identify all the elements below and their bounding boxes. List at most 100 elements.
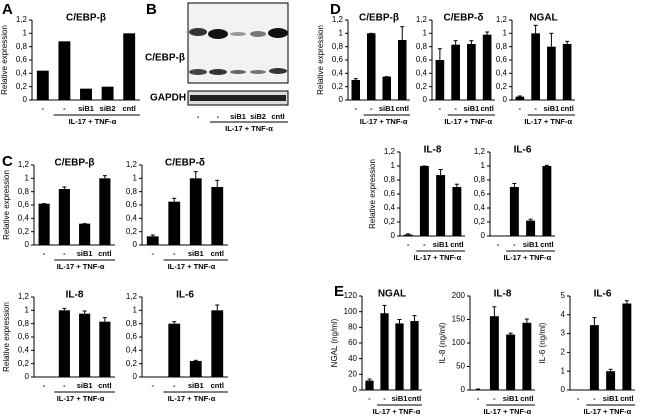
y-tick-label: 0,6 — [18, 200, 30, 209]
bar — [589, 325, 599, 390]
y-tick-label: 200 — [452, 291, 466, 300]
y-tick-label: 120 — [344, 291, 358, 300]
x-tick-label: - — [577, 394, 580, 403]
y-tick-label: 0,6 — [126, 200, 138, 209]
y-tick-label: 0,8 — [384, 175, 396, 184]
bar — [526, 220, 536, 236]
y-tick-label: 1 — [133, 173, 138, 182]
y-tick-label: 0,4 — [16, 68, 28, 77]
x-tick-label: - — [477, 394, 480, 403]
bar — [38, 203, 50, 245]
group-label: IL-17 + TNF-α — [484, 407, 532, 416]
x-tick-label: - — [63, 381, 66, 390]
y-tick-label: 1,2 — [416, 15, 428, 24]
x-tick-label: - — [407, 240, 410, 249]
lane-label: siB2 — [250, 112, 266, 121]
y-tick-label: 4 — [561, 310, 566, 319]
y-tick-label: 2 — [561, 348, 566, 357]
y-tick-label: 1 — [339, 28, 344, 37]
y-tick-label: 0,2 — [332, 82, 344, 91]
bar — [123, 33, 136, 101]
x-tick-label: cntl — [98, 381, 111, 390]
group-label: IL-17 + TNF-α — [69, 117, 117, 126]
y-tick-label: 0,6 — [496, 55, 508, 64]
blot-band — [230, 32, 246, 36]
bar — [435, 60, 445, 100]
x-tick-label: siB1 — [433, 240, 449, 249]
bar — [452, 187, 462, 236]
x-tick-label: siB1 — [503, 394, 519, 403]
y-tick-label: 0 — [133, 372, 138, 381]
blot-band — [250, 70, 266, 74]
y-tick-label: 0 — [25, 372, 30, 381]
x-tick-label: - — [173, 249, 176, 258]
y-tick-label: 0,6 — [384, 189, 396, 198]
y-tick-label: 0 — [423, 95, 428, 104]
bar — [365, 380, 374, 390]
bar — [482, 34, 492, 100]
x-tick-label: cntl — [520, 394, 533, 403]
bar — [403, 234, 413, 236]
x-tick-label: - — [519, 104, 522, 113]
chart-title: C/EBP-β — [359, 13, 399, 24]
y-tick-label: 1 — [503, 28, 508, 37]
y-tick-label: 0,4 — [332, 68, 344, 77]
bar — [436, 175, 446, 236]
blot-label: C/EBP-β — [145, 53, 185, 64]
y-tick-label: 100 — [344, 307, 358, 316]
y-tick-label: 0,2 — [18, 227, 30, 236]
y-tick-label: 0 — [25, 240, 30, 249]
y-axis-label: Relative expression — [2, 170, 11, 240]
blot-band — [230, 70, 246, 74]
y-tick-label: 1 — [481, 161, 486, 170]
y-tick-label: 0,2 — [474, 217, 486, 226]
bar — [211, 310, 224, 377]
group-label: IL-17 + TNF-α — [225, 124, 273, 133]
x-tick-label: - — [368, 394, 371, 403]
y-tick-label: 0,2 — [416, 82, 428, 91]
chart-title: IL-8 — [494, 289, 512, 300]
x-tick-label: siB1 — [78, 104, 94, 113]
blot-band — [189, 28, 207, 36]
x-tick-label: - — [43, 381, 46, 390]
chart-title: C/EBP-β — [66, 13, 106, 24]
x-tick-label: siB1 — [188, 381, 204, 390]
group-label: IL-17 + TNF-α — [57, 262, 105, 271]
bar — [146, 236, 159, 245]
y-tick-label: 0 — [391, 231, 396, 240]
x-tick-label: cntl — [98, 249, 111, 258]
y-tick-label: 1 — [25, 173, 30, 182]
y-tick-label: 1 — [25, 305, 30, 314]
bar — [79, 223, 91, 245]
y-tick-label: 0,2 — [16, 82, 28, 91]
x-tick-label: siB1 — [77, 249, 93, 258]
y-tick-label: 60 — [348, 338, 357, 347]
y-tick-label: 1 — [423, 28, 428, 37]
x-tick-label: - — [43, 249, 46, 258]
group-label: IL-17 + TNF-α — [360, 117, 408, 126]
y-tick-label: 0 — [339, 95, 344, 104]
bar — [547, 46, 556, 100]
group-label: IL-17 + TNF-α — [373, 407, 421, 416]
y-tick-label: 0 — [561, 385, 566, 394]
bar — [397, 40, 407, 100]
y-tick-label: 0,8 — [416, 42, 428, 51]
bar — [79, 313, 91, 377]
x-tick-label: siB1 — [77, 381, 93, 390]
y-tick-label: 0,6 — [474, 189, 486, 198]
y-tick-label: 0,4 — [126, 345, 138, 354]
lane-label: - — [217, 112, 220, 121]
y-tick-label: 0,2 — [496, 82, 508, 91]
y-tick-label: 5 — [561, 291, 566, 300]
group-label: IL-17 + TNF-α — [444, 117, 492, 126]
bar — [542, 166, 552, 236]
y-tick-label: 0,4 — [18, 213, 30, 222]
chart-title: IL-6 — [594, 289, 612, 300]
bar — [562, 44, 572, 100]
y-tick-label: 0 — [503, 95, 508, 104]
panel-label: A — [2, 1, 13, 18]
y-tick-label: 0,6 — [416, 55, 428, 64]
bar — [36, 70, 49, 100]
chart-title: IL-6 — [514, 145, 532, 156]
x-tick-label: - — [383, 394, 386, 403]
